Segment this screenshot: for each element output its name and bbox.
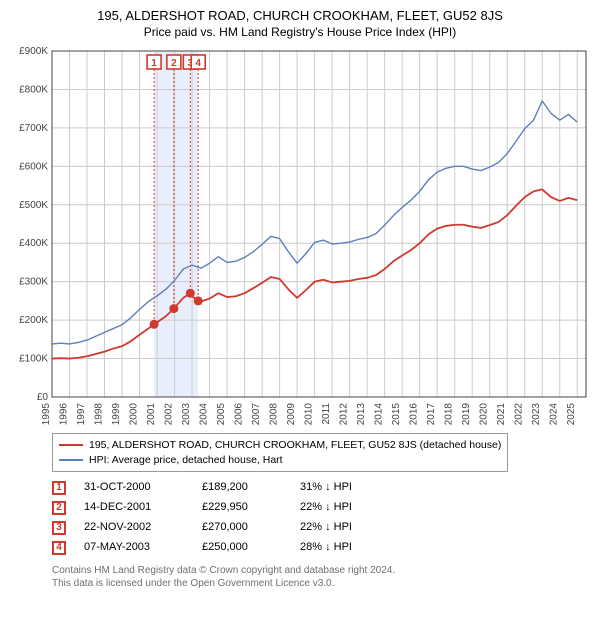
svg-text:£500K: £500K <box>19 200 48 211</box>
transaction-date: 14-DEC-2001 <box>84 498 184 518</box>
svg-text:1997: 1997 <box>76 403 87 425</box>
svg-text:2014: 2014 <box>374 403 385 425</box>
svg-text:1: 1 <box>151 58 157 69</box>
legend-label: HPI: Average price, detached house, Hart <box>89 453 283 468</box>
transaction-marker: 4 <box>52 541 66 555</box>
transaction-price: £229,950 <box>202 498 282 518</box>
chart-title: 195, ALDERSHOT ROAD, CHURCH CROOKHAM, FL… <box>8 8 592 23</box>
legend-item: 195, ALDERSHOT ROAD, CHURCH CROOKHAM, FL… <box>59 438 501 453</box>
svg-text:2: 2 <box>171 58 177 69</box>
legend: 195, ALDERSHOT ROAD, CHURCH CROOKHAM, FL… <box>52 433 508 472</box>
transaction-row: 4 07-MAY-2003 £250,000 28% ↓ HPI <box>52 538 586 558</box>
svg-text:2003: 2003 <box>181 403 192 425</box>
svg-text:2022: 2022 <box>514 403 525 425</box>
svg-text:2021: 2021 <box>496 403 507 425</box>
svg-text:2006: 2006 <box>234 403 245 425</box>
footer-line-1: Contains HM Land Registry data © Crown c… <box>52 564 586 577</box>
legend-swatch <box>59 459 83 461</box>
transaction-date: 07-MAY-2003 <box>84 538 184 558</box>
svg-text:£700K: £700K <box>19 123 48 134</box>
transaction-row: 3 22-NOV-2002 £270,000 22% ↓ HPI <box>52 518 586 538</box>
transaction-marker: 1 <box>52 481 66 495</box>
transaction-diff: 31% ↓ HPI <box>300 478 390 498</box>
svg-text:£900K: £900K <box>19 46 48 57</box>
svg-text:2012: 2012 <box>339 403 350 425</box>
svg-text:2018: 2018 <box>444 403 455 425</box>
svg-text:2023: 2023 <box>531 403 542 425</box>
chart-svg: £0 £100K £200K £300K £400K £500K £600K £700K £80… <box>8 45 592 425</box>
transaction-marker: 2 <box>52 501 66 515</box>
legend-item: HPI: Average price, detached house, Hart <box>59 453 501 468</box>
svg-text:2016: 2016 <box>409 403 420 425</box>
transaction-price: £270,000 <box>202 518 282 538</box>
svg-text:2001: 2001 <box>146 403 157 425</box>
svg-text:£0: £0 <box>37 392 49 403</box>
svg-text:2013: 2013 <box>356 403 367 425</box>
svg-text:2004: 2004 <box>199 403 210 425</box>
svg-text:4: 4 <box>195 58 201 69</box>
transaction-price: £250,000 <box>202 538 282 558</box>
svg-text:2007: 2007 <box>251 403 262 425</box>
svg-text:1999: 1999 <box>111 403 122 425</box>
transaction-marker: 3 <box>52 521 66 535</box>
svg-text:1998: 1998 <box>94 403 105 425</box>
svg-text:1996: 1996 <box>59 403 70 425</box>
svg-text:2015: 2015 <box>391 403 402 425</box>
svg-text:£100K: £100K <box>19 354 48 365</box>
transaction-diff: 22% ↓ HPI <box>300 498 390 518</box>
transactions-table: 1 31-OCT-2000 £189,200 31% ↓ HPI 2 14-DEC-200… <box>52 478 586 557</box>
transaction-price: £189,200 <box>202 478 282 498</box>
svg-text:2008: 2008 <box>269 403 280 425</box>
transaction-diff: 28% ↓ HPI <box>300 538 390 558</box>
svg-text:2025: 2025 <box>566 403 577 425</box>
chart: £0 £100K £200K £300K £400K £500K £600K £700K £80… <box>8 45 592 425</box>
svg-text:2019: 2019 <box>461 403 472 425</box>
chart-subtitle: Price paid vs. HM Land Registry's House … <box>8 25 592 39</box>
svg-text:£600K: £600K <box>19 161 48 172</box>
svg-text:2000: 2000 <box>129 403 140 425</box>
svg-text:2010: 2010 <box>304 403 315 425</box>
transaction-date: 22-NOV-2002 <box>84 518 184 538</box>
footer-attribution: Contains HM Land Registry data © Crown c… <box>52 564 586 590</box>
svg-text:£800K: £800K <box>19 84 48 95</box>
svg-text:2005: 2005 <box>216 403 227 425</box>
transaction-row: 2 14-DEC-2001 £229,950 22% ↓ HPI <box>52 498 586 518</box>
legend-swatch <box>59 444 83 446</box>
legend-label: 195, ALDERSHOT ROAD, CHURCH CROOKHAM, FL… <box>89 438 501 453</box>
svg-text:2009: 2009 <box>286 403 297 425</box>
svg-text:2020: 2020 <box>479 403 490 425</box>
svg-text:1995: 1995 <box>41 403 52 425</box>
svg-text:£300K: £300K <box>19 277 48 288</box>
transaction-row: 1 31-OCT-2000 £189,200 31% ↓ HPI <box>52 478 586 498</box>
footer-line-2: This data is licensed under the Open Gov… <box>52 577 586 590</box>
svg-text:2024: 2024 <box>549 403 560 425</box>
svg-text:2011: 2011 <box>321 403 332 425</box>
transaction-diff: 22% ↓ HPI <box>300 518 390 538</box>
svg-text:2002: 2002 <box>164 403 175 425</box>
svg-text:2017: 2017 <box>426 403 437 425</box>
svg-text:£200K: £200K <box>19 315 48 326</box>
page-container: 195, ALDERSHOT ROAD, CHURCH CROOKHAM, FL… <box>0 0 600 598</box>
transaction-date: 31-OCT-2000 <box>84 478 184 498</box>
svg-text:£400K: £400K <box>19 238 48 249</box>
